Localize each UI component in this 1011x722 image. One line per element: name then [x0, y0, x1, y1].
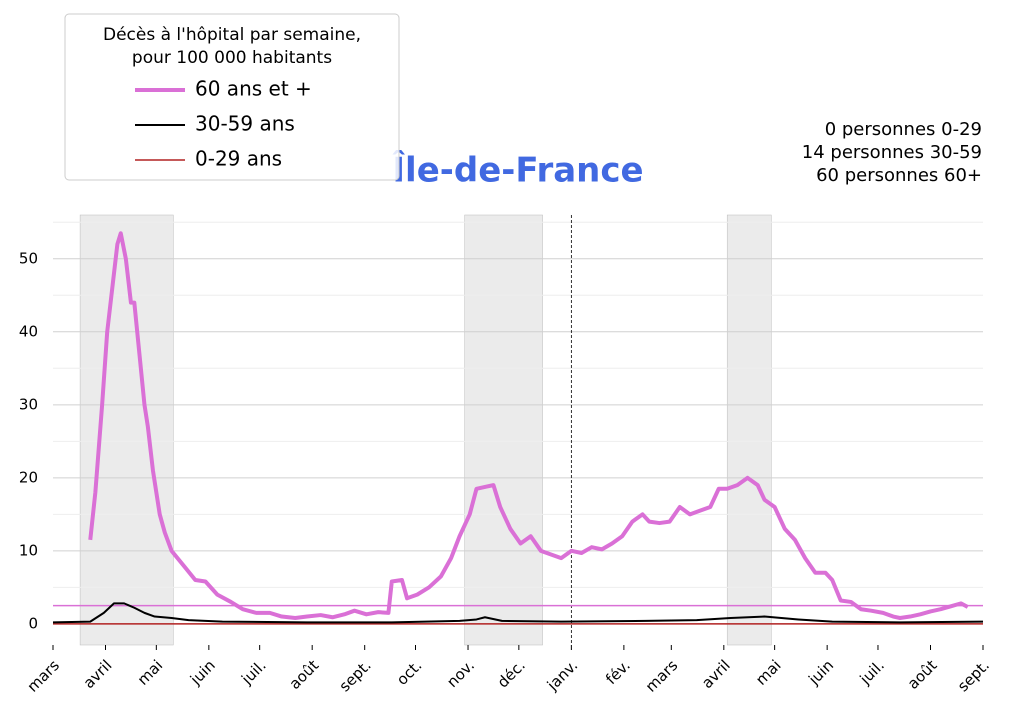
x-tick-label: fév.	[602, 656, 634, 688]
x-tick-label: mars	[24, 656, 64, 696]
annotation: 0 personnes 0-29	[825, 119, 982, 140]
legend-title: pour 100 000 habitants	[132, 48, 332, 68]
x-tick-label: juin	[804, 656, 837, 689]
annotation: 60 personnes 60+	[816, 165, 982, 186]
legend-label: 60 ans et +	[195, 77, 312, 101]
x-tick-label: déc.	[494, 656, 529, 691]
x-tick-label: sept.	[954, 656, 993, 695]
x-tick-label: mai	[134, 656, 167, 689]
y-tick-label: 0	[28, 614, 38, 632]
x-tick-label: juil.	[237, 656, 269, 688]
y-tick-label: 20	[19, 468, 38, 486]
y-tick-label: 30	[19, 395, 38, 413]
shaded-period	[726, 214, 772, 646]
x-tick-label: janv.	[543, 656, 581, 694]
y-tick-label: 40	[19, 322, 38, 340]
x-tick-label: mai	[752, 656, 785, 689]
y-tick-label: 50	[19, 249, 38, 267]
x-tick-label: oct.	[393, 656, 426, 689]
x-tick-label: sept.	[336, 656, 375, 695]
shaded-period	[464, 214, 543, 646]
legend-box	[64, 13, 400, 181]
x-tick-label: mars	[642, 656, 682, 696]
annotation: 14 personnes 30-59	[802, 142, 982, 163]
legend-label: 0-29 ans	[195, 147, 282, 171]
shaded-period	[79, 214, 174, 646]
x-tick-label: août	[904, 656, 941, 693]
x-tick-label: juil.	[856, 656, 888, 688]
series-line	[88, 231, 969, 620]
chart-title: Île-de-France	[392, 150, 643, 191]
x-tick-label: nov.	[443, 656, 478, 691]
series-line	[52, 602, 984, 624]
x-tick-label: avril	[80, 656, 116, 692]
legend: Décès à l'hôpital par semaine, pour 100 0…	[64, 13, 400, 181]
legend-title: Décès à l'hôpital par semaine,	[103, 25, 361, 45]
x-tick-label: juin	[186, 656, 219, 689]
x-tick-label: août	[286, 656, 323, 693]
y-tick-label: 10	[19, 541, 38, 559]
legend-label: 30-59 ans	[195, 112, 295, 136]
x-tick-label: avril	[698, 656, 734, 692]
